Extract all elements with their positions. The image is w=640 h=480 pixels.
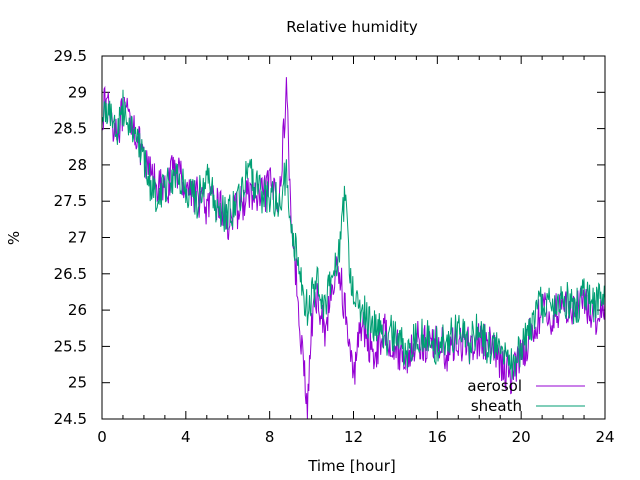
y-tick-label: 26: [68, 301, 87, 319]
legend: aerosol sheath: [467, 377, 585, 415]
x-tick-label: 8: [265, 428, 275, 446]
y-tick-label: 26.5: [54, 265, 87, 283]
legend-label-aerosol: aerosol: [467, 377, 522, 395]
x-tick-label: 20: [512, 428, 531, 446]
chart-title: Relative humidity: [286, 18, 418, 36]
y-axis-label: %: [5, 231, 23, 245]
axis-tick-labels: 24.5 25 25.5 26 26.5 27 27.5 28 28.5 29 29.5 0 4 8 12 1…: [54, 47, 615, 446]
y-tick-label: 25: [68, 374, 87, 392]
x-tick-label: 12: [344, 428, 363, 446]
y-tick-label: 29.5: [54, 47, 87, 65]
x-tick-label: 0: [97, 428, 107, 446]
y-tick-label: 28.5: [54, 120, 87, 138]
axis-ticks: [101, 55, 606, 420]
y-tick-label: 27.5: [54, 192, 87, 210]
y-tick-label: 29: [68, 83, 87, 101]
series-line-aerosol: [102, 77, 606, 420]
y-tick-label: 25.5: [54, 337, 87, 355]
x-tick-label: 24: [595, 428, 614, 446]
x-axis-label: Time [hour]: [307, 457, 396, 475]
series-line-sheath: [101, 89, 606, 380]
x-tick-label: 4: [181, 428, 191, 446]
y-tick-label: 27: [68, 229, 87, 247]
x-tick-label: 16: [428, 428, 447, 446]
y-tick-label: 28: [68, 156, 87, 174]
y-tick-label: 24.5: [54, 410, 87, 428]
legend-label-sheath: sheath: [471, 397, 522, 415]
plot-frame: [101, 55, 606, 420]
series-layer: [101, 77, 606, 420]
